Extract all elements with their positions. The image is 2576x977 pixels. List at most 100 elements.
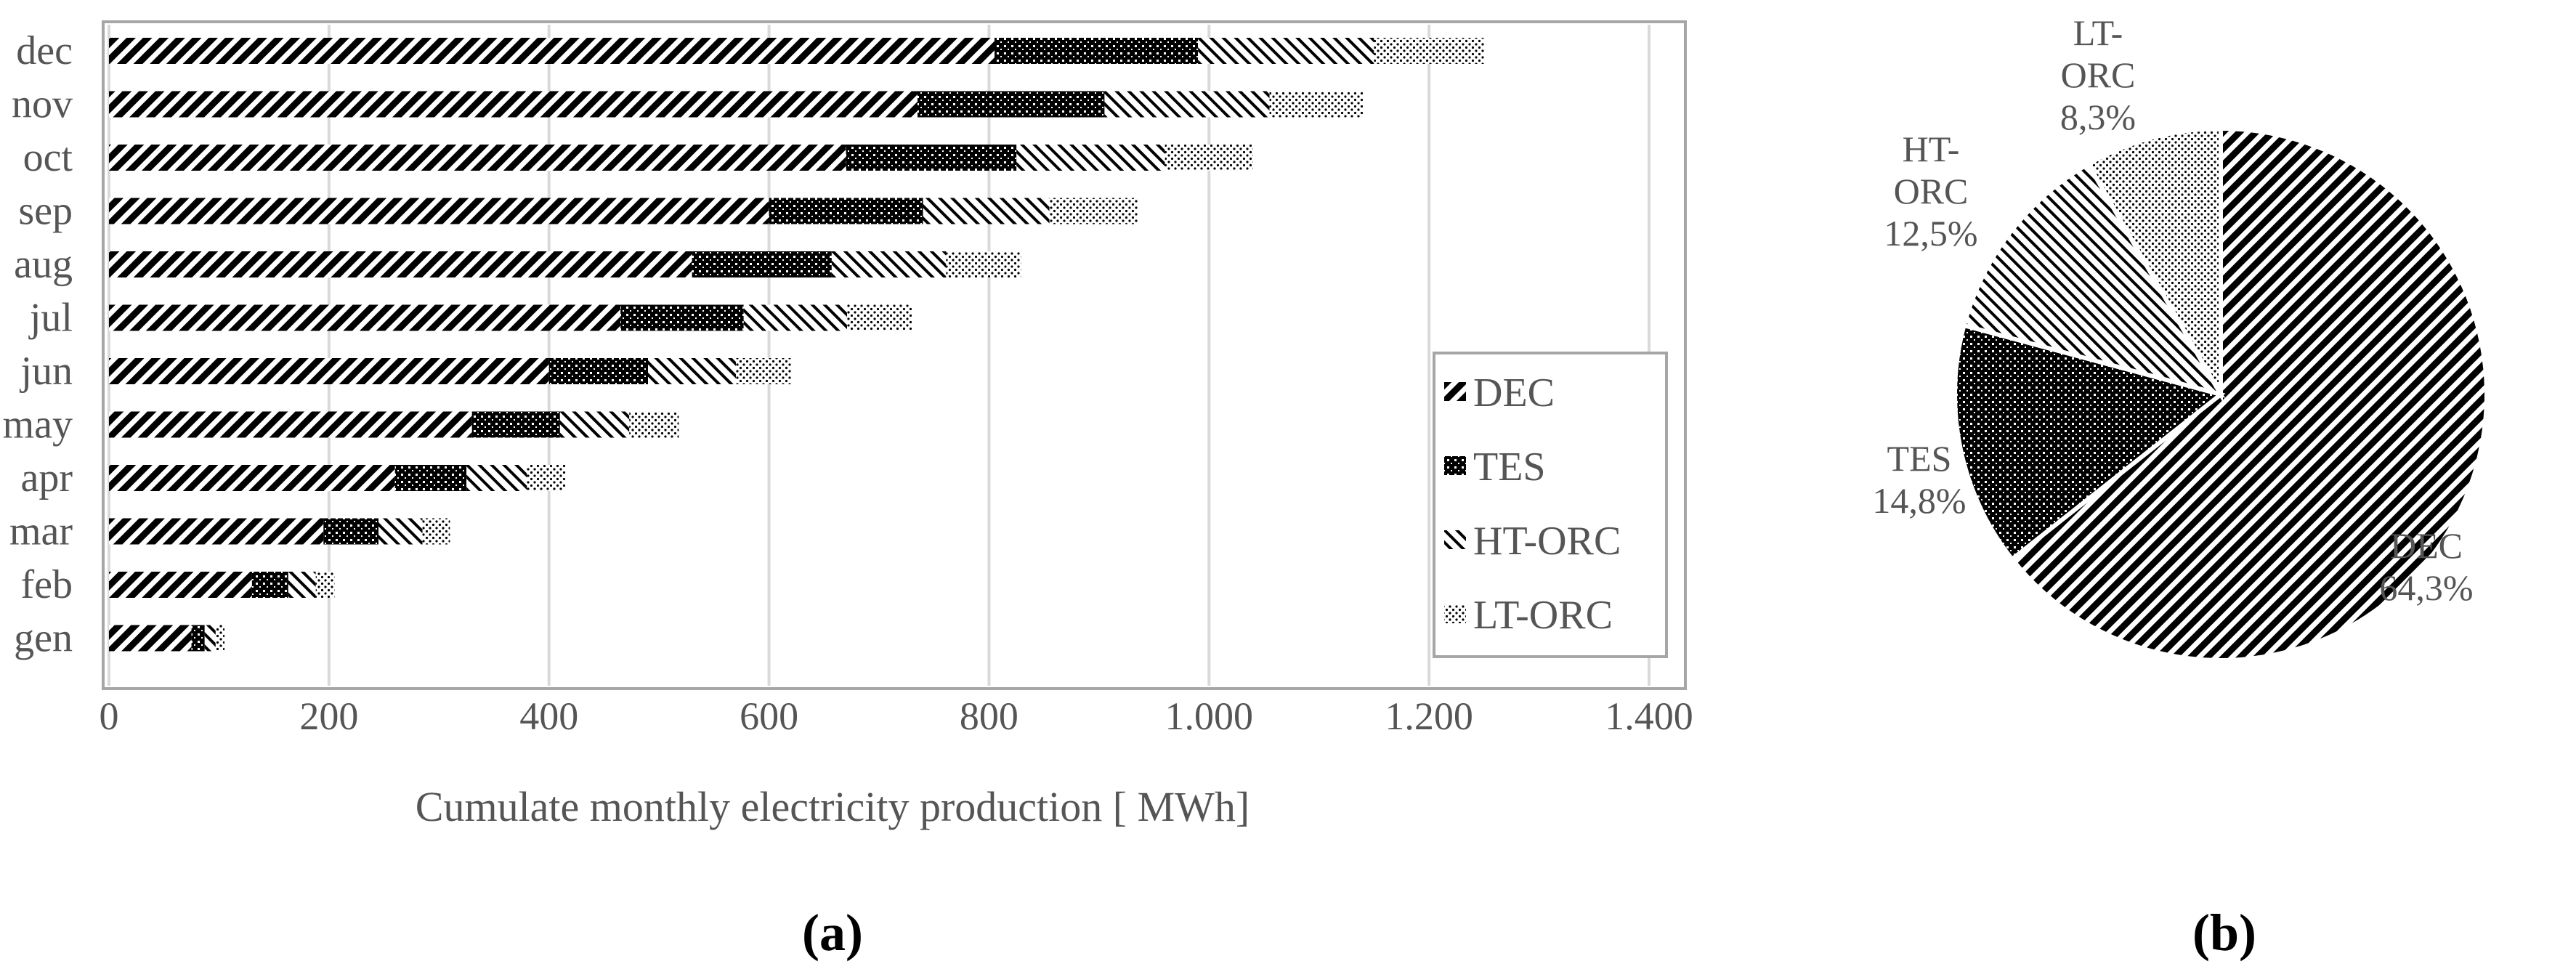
x-tick-label: 1.000: [1165, 694, 1254, 738]
slice-name-tes: TES: [1887, 438, 1952, 479]
bar-dec-dec: [109, 38, 995, 64]
bar-ht-orc-gen: [204, 625, 216, 652]
bar-dec-gen: [109, 625, 192, 652]
slice-value-lt-orc: 8,3%: [2060, 97, 2136, 137]
bar-tes-jul: [620, 304, 744, 331]
legend-label-lt-orc: LT-ORC: [1473, 593, 1613, 638]
bar-tes-may: [471, 411, 560, 438]
bar-chart: gen feb mar apr may jun jul aug sep oct nov dec 0 20…: [3, 20, 1693, 962]
bar-lt-orc-jun: [736, 358, 791, 384]
bar-lt-orc-nov: [1269, 91, 1364, 118]
legend-item-ht-orc: HT-ORC: [1444, 519, 1621, 564]
y-tick-label-dec: dec: [16, 28, 73, 73]
pie-slice-ht-orc: [1961, 161, 2226, 398]
slice-value-ht-orc: 12,5%: [1884, 213, 1977, 254]
x-tick-label: 1.200: [1385, 694, 1473, 738]
x-tick-label: 800: [960, 694, 1018, 738]
bar-lt-orc-may: [629, 411, 679, 438]
y-tick-label-oct: oct: [23, 135, 73, 180]
x-tick-labels: 0 200 400 600 800 1.000 1.200 1.400: [100, 694, 1693, 738]
bar-ht-orc-oct: [1016, 145, 1165, 171]
bar-lt-orc-feb: [315, 572, 335, 598]
legend-label-tes: TES: [1473, 445, 1546, 490]
bar-dec-may: [109, 411, 472, 438]
bar-ht-orc-may: [559, 411, 630, 438]
bar-tes-aug: [692, 251, 832, 277]
x-axis-title: Cumulate monthly electricity production …: [416, 783, 1249, 830]
slice-name-lt-orc-2: ORC: [2061, 54, 2136, 95]
slice-name-lt-orc-1: LT-: [2073, 12, 2123, 53]
pie-chart: DEC 64,3% TES 14,8% HT- ORC 12,5% LT- OR…: [1872, 12, 2489, 962]
y-tick-label-jun: jun: [19, 349, 73, 394]
y-tick-label-mar: mar: [9, 509, 73, 554]
bar-ht-orc-apr: [466, 465, 527, 491]
bar-tes-oct: [846, 145, 1017, 171]
pie-label-lt-orc: LT- ORC 8,3%: [2060, 12, 2136, 137]
bar-lt-orc-gen: [215, 625, 224, 652]
bar-dec-apr: [109, 465, 395, 491]
legend-item-lt-orc: LT-ORC: [1444, 593, 1613, 638]
bar-ht-orc-mar: [378, 518, 423, 545]
pie-label-tes: TES 14,8%: [1872, 438, 1966, 521]
legend-label-ht-orc: HT-ORC: [1473, 519, 1621, 564]
slice-value-dec: 64,3%: [2379, 567, 2473, 608]
y-tick-label-sep: sep: [18, 189, 73, 234]
y-tick-label-may: may: [3, 402, 73, 447]
panel-label-a: (a): [802, 904, 863, 962]
bar-lt-orc-sep: [1049, 198, 1138, 224]
y-tick-label-aug: aug: [14, 242, 73, 287]
x-tick-label: 600: [740, 694, 798, 738]
bar-ht-orc-jul: [743, 304, 848, 331]
legend-item-dec: DEC: [1444, 370, 1555, 415]
bar-dec-mar: [109, 518, 324, 545]
bar-ht-orc-aug: [831, 251, 947, 277]
bar-lt-orc-aug: [946, 251, 1021, 277]
bar-ht-orc-sep: [923, 198, 1050, 224]
bar-dec-nov: [109, 91, 918, 118]
y-tick-label-gen: gen: [14, 616, 73, 661]
x-tick-label: 200: [299, 694, 358, 738]
bar-lt-orc-dec: [1374, 38, 1484, 64]
legend-swatch-dec: [1444, 382, 1466, 401]
bar-dec-jul: [109, 304, 621, 331]
bar-tes-jun: [548, 358, 648, 384]
bar-tes-sep: [769, 198, 923, 224]
x-tick-label: 400: [519, 694, 578, 738]
legend-box: [1433, 352, 1668, 658]
pie-slices: [1953, 126, 2489, 662]
pie-label-ht-orc: HT- ORC 12,5%: [1884, 129, 1977, 254]
pie-slice-lt-orc: [2085, 126, 2223, 403]
legend-label-dec: DEC: [1473, 370, 1555, 415]
legend-swatch-ht-orc: [1444, 530, 1466, 549]
bar-dec-sep: [109, 198, 769, 224]
plot-frame: [102, 20, 1687, 690]
y-tick-labels: gen feb mar apr may jun jul aug sep oct nov dec: [3, 28, 73, 661]
y-tick-label-jul: jul: [28, 296, 73, 341]
y-tick-label-apr: apr: [20, 455, 73, 500]
bar-dec-oct: [109, 145, 846, 171]
bar-ht-orc-feb: [288, 572, 316, 598]
slice-name-ht-orc-2: ORC: [1894, 171, 1969, 211]
panel-label-b: (b): [2192, 904, 2256, 962]
bar-lt-orc-mar: [422, 518, 450, 545]
bar-dec-jun: [109, 358, 549, 384]
x-tick-label: 0: [100, 694, 119, 738]
legend-item-tes: TES: [1444, 445, 1546, 490]
pie-label-dec: DEC 64,3%: [2379, 525, 2473, 608]
legend: DEC TES HT-ORC LT-ORC: [1433, 352, 1668, 658]
bar-dec-aug: [109, 251, 692, 277]
bar-lt-orc-oct: [1165, 145, 1253, 171]
slice-value-tes: 14,8%: [1872, 480, 1966, 521]
x-tick-label: 1.400: [1605, 694, 1693, 738]
bar-tes-mar: [323, 518, 378, 545]
bar-lt-orc-jul: [847, 304, 912, 331]
bar-dec-feb: [109, 572, 252, 598]
bar-ht-orc-jun: [648, 358, 737, 384]
slice-name-dec: DEC: [2390, 525, 2463, 566]
bar-ht-orc-nov: [1104, 91, 1270, 118]
legend-swatch-lt-orc: [1444, 604, 1466, 623]
bar-tes-dec: [995, 38, 1199, 64]
bar-tes-feb: [251, 572, 288, 598]
